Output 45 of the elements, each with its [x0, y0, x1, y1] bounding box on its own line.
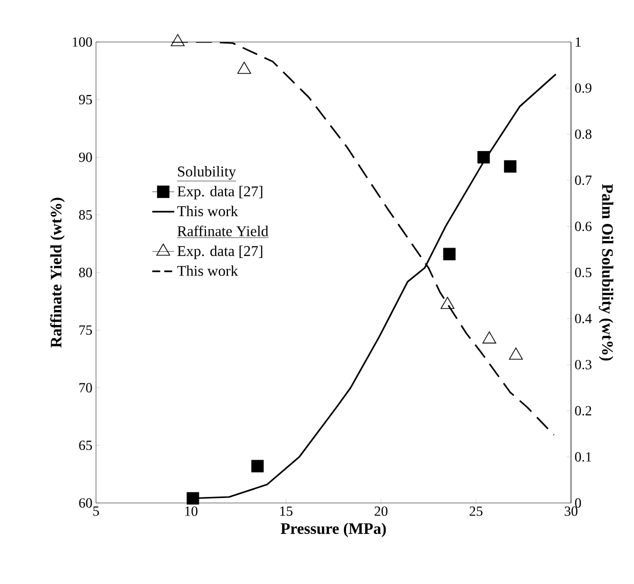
- x-tick-label: 10: [185, 506, 198, 516]
- y2-tick-label: 0.2: [575, 406, 592, 416]
- y2-tick-label: 0.4: [575, 314, 592, 324]
- x-tick-label: 5: [93, 506, 99, 516]
- point: [251, 460, 264, 472]
- y-tick-label: 65: [79, 440, 92, 450]
- y-tick-label: 100: [72, 37, 92, 47]
- point: [504, 160, 516, 173]
- annotation: Raffinate Yield: [177, 226, 268, 236]
- y-tick-label: 90: [78, 152, 92, 162]
- y2-tick-label: 0.1: [575, 452, 592, 462]
- legend-label: This work: [177, 206, 238, 216]
- point: [509, 348, 523, 360]
- point: [477, 151, 490, 164]
- legend-label: Exp. data [27]: [177, 246, 262, 260]
- point: [237, 62, 252, 74]
- legend-label: This work: [177, 265, 238, 276]
- y2-tick-label: 1: [576, 37, 581, 47]
- y-tick-label: 95: [78, 94, 92, 104]
- y-axis-title: Raffinate Yield (wt%): [50, 198, 65, 348]
- annotation: Solubility: [178, 166, 236, 180]
- x-tick-label: 30: [564, 506, 578, 516]
- x-tick-label: 15: [280, 506, 292, 516]
- point: [440, 296, 454, 309]
- point: [186, 492, 200, 505]
- y-tick-label: 80: [79, 268, 92, 278]
- legend-label: Exp. data [27]: [177, 186, 262, 200]
- x-axis-title: Pressure (MPa): [280, 522, 386, 538]
- y2-tick-label: 0: [575, 498, 581, 508]
- y2-axis-title: Palm Oil Solubility (wt%): [598, 184, 614, 361]
- x-tick-label: 25: [470, 506, 482, 516]
- x-tick-label: 20: [374, 506, 388, 516]
- y2-tick-label: 0.3: [575, 360, 592, 370]
- y-tick-label: 70: [79, 383, 92, 392]
- y-tick-label: 60: [79, 498, 92, 508]
- y2-tick-label: 0.9: [575, 83, 592, 93]
- y2-tick-label: 0.7: [575, 176, 592, 186]
- point: [443, 248, 456, 260]
- y2-tick-label: 0.5: [575, 268, 592, 278]
- point: [482, 331, 496, 344]
- y2-tick-label: 0.8: [575, 129, 592, 139]
- point: [170, 34, 185, 46]
- y2-tick-label: 0.6: [575, 222, 592, 232]
- y-tick-label: 85: [79, 210, 92, 220]
- y-tick-label: 75: [79, 325, 92, 335]
